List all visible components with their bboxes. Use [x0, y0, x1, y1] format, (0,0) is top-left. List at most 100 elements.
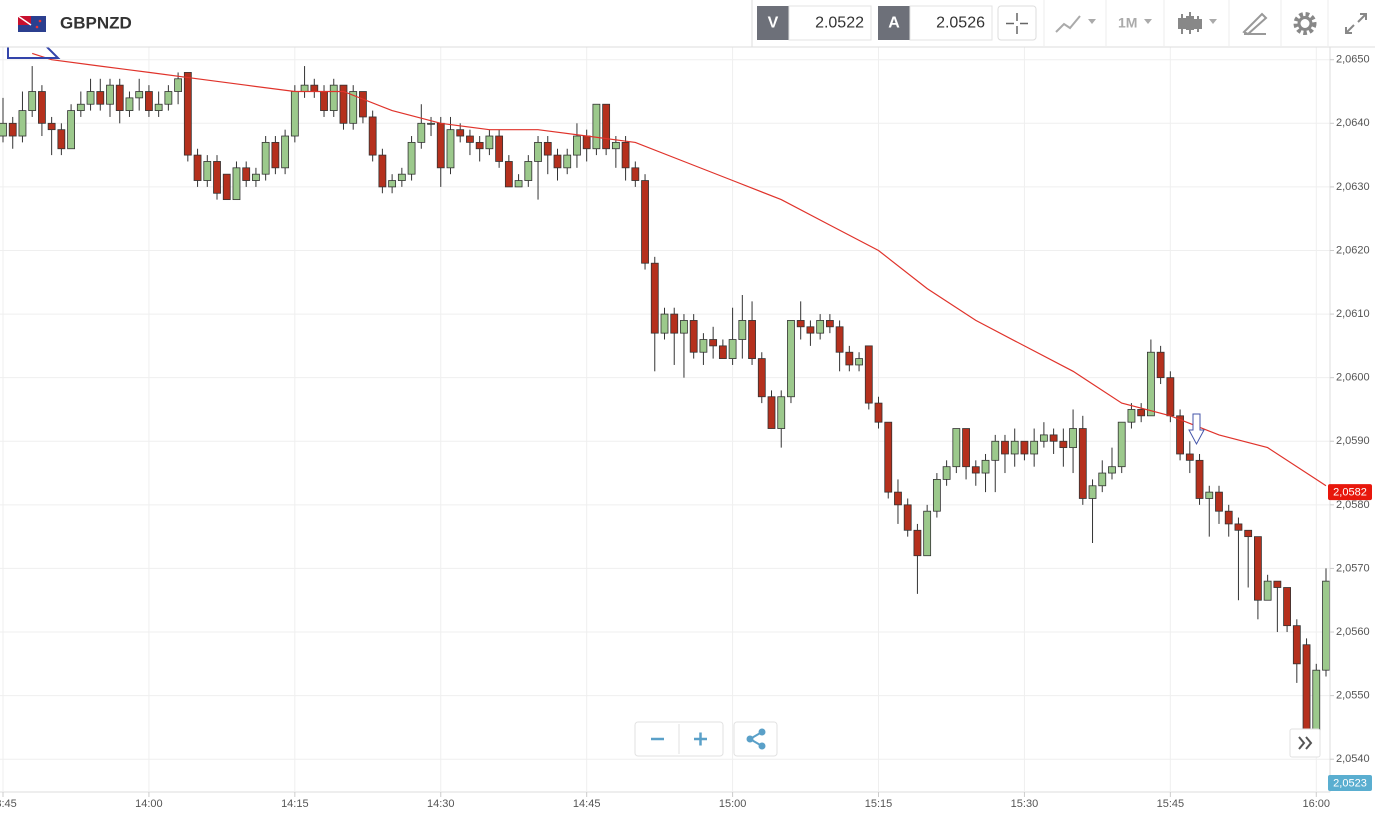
candle-body — [718, 345, 727, 359]
plot-area — [0, 52, 1330, 753]
candle-body — [76, 103, 85, 111]
candle-body — [670, 313, 679, 334]
dropdown — [1144, 19, 1152, 24]
x-tick-label: 14:45 — [573, 798, 601, 810]
ask-label[interactable]: A — [888, 15, 900, 32]
share-button[interactable] — [733, 721, 778, 757]
indicator-icon[interactable] — [1055, 15, 1081, 33]
x-tick-label: 15:30 — [1011, 798, 1039, 810]
candle-body — [932, 479, 941, 512]
candle-body — [495, 135, 504, 162]
candle-body — [835, 326, 844, 353]
candle-body — [855, 358, 863, 366]
toolbar: GBPNZD V 2.0522 A 2.0526 1M — [0, 0, 1375, 48]
candle-body — [1302, 644, 1311, 735]
candle-body — [553, 154, 562, 169]
bid-button[interactable] — [757, 6, 789, 40]
candle-body — [1156, 351, 1165, 379]
axes: 2,0540 2,0550 2,0560 2,0570 2,0580 2,0590 2,06… — [0, 54, 1372, 810]
fullscreen-icon[interactable] — [1345, 13, 1367, 34]
candle-body — [145, 91, 153, 111]
candle-body — [1146, 351, 1155, 417]
ask-box[interactable] — [909, 5, 993, 41]
candle-body — [641, 180, 649, 264]
dropdown — [1088, 19, 1096, 24]
candle-body — [942, 466, 951, 480]
y-tick-label: 2,0610 — [1336, 308, 1370, 320]
candle-body — [86, 91, 95, 105]
candle-body — [884, 421, 893, 493]
symbol[interactable]: GBPNZD — [60, 13, 132, 32]
candle-body — [709, 339, 718, 347]
settings-icon[interactable] — [1293, 12, 1317, 35]
moving-average — [32, 52, 1327, 487]
last-price-label: 2,0582 — [1333, 487, 1367, 499]
candle-body — [514, 180, 523, 188]
candle-body — [787, 320, 795, 398]
candle-body — [660, 313, 669, 334]
candle-body — [417, 122, 426, 143]
candle-body — [621, 141, 630, 169]
ask-button[interactable] — [878, 6, 910, 40]
candle-body — [475, 141, 484, 150]
y-tick-label: 2,0540 — [1336, 753, 1370, 765]
candle-body — [485, 135, 494, 150]
candle-body — [631, 167, 640, 181]
candle-body — [1078, 428, 1087, 499]
candle-body — [368, 116, 377, 156]
candle-body — [1312, 669, 1321, 735]
x-tick-label: 15:45 — [1157, 798, 1185, 810]
candle-body — [874, 402, 883, 423]
zoom-in[interactable] — [694, 732, 707, 746]
candle-body — [261, 141, 270, 175]
candle-body — [728, 339, 737, 359]
crosshair-button[interactable] — [997, 5, 1037, 41]
bid-label[interactable]: V — [768, 15, 779, 32]
candle-body — [1244, 529, 1253, 538]
timeframe[interactable]: 1M — [1118, 15, 1137, 31]
candle-body — [1166, 377, 1175, 417]
candle-body — [96, 91, 105, 105]
candle-body — [436, 122, 445, 169]
zoom-controls — [634, 721, 1321, 758]
share-icon — [746, 728, 766, 750]
candle-body — [125, 97, 134, 111]
candle-body — [1117, 421, 1126, 468]
candle-body — [1088, 485, 1097, 499]
bid-box[interactable] — [788, 5, 872, 41]
bid-price[interactable]: 2.0522 — [815, 15, 864, 32]
candle-body — [680, 320, 688, 334]
candle-body — [115, 84, 124, 111]
candle-body — [174, 78, 183, 92]
candle-body — [456, 129, 465, 137]
price-axis-panel — [1330, 47, 1375, 792]
chart-type-icon[interactable] — [1178, 12, 1202, 34]
candle-body — [67, 110, 75, 150]
draw-icon[interactable] — [1242, 12, 1268, 36]
candle-body — [378, 154, 387, 188]
candle-body — [310, 84, 319, 92]
candle-body — [106, 84, 114, 105]
y-tick-label: 2,0580 — [1336, 499, 1370, 511]
candle-body — [816, 320, 825, 334]
crosshair-icon — [1006, 13, 1028, 34]
candle-body — [242, 167, 251, 181]
y-tick-label: 2,0560 — [1336, 626, 1370, 638]
candle-body — [971, 466, 980, 474]
candle-body — [592, 103, 601, 150]
candle-body — [573, 135, 581, 156]
x-tick-label: 16:00 — [1303, 798, 1331, 810]
candle-body — [1127, 409, 1136, 423]
candle-body — [845, 351, 854, 366]
candle-body — [913, 529, 922, 557]
candle-body — [1098, 472, 1107, 487]
y-tick-label: 2,0590 — [1336, 435, 1370, 447]
y-tick-label: 2,0600 — [1336, 372, 1370, 384]
candle-body — [1020, 440, 1029, 455]
dropdown — [1209, 19, 1217, 24]
candle-body — [320, 91, 328, 111]
ask-price[interactable]: 2.0526 — [936, 15, 985, 32]
sell-arrow[interactable] — [1188, 413, 1205, 446]
candle-body — [203, 161, 212, 181]
candle-body — [427, 122, 435, 125]
